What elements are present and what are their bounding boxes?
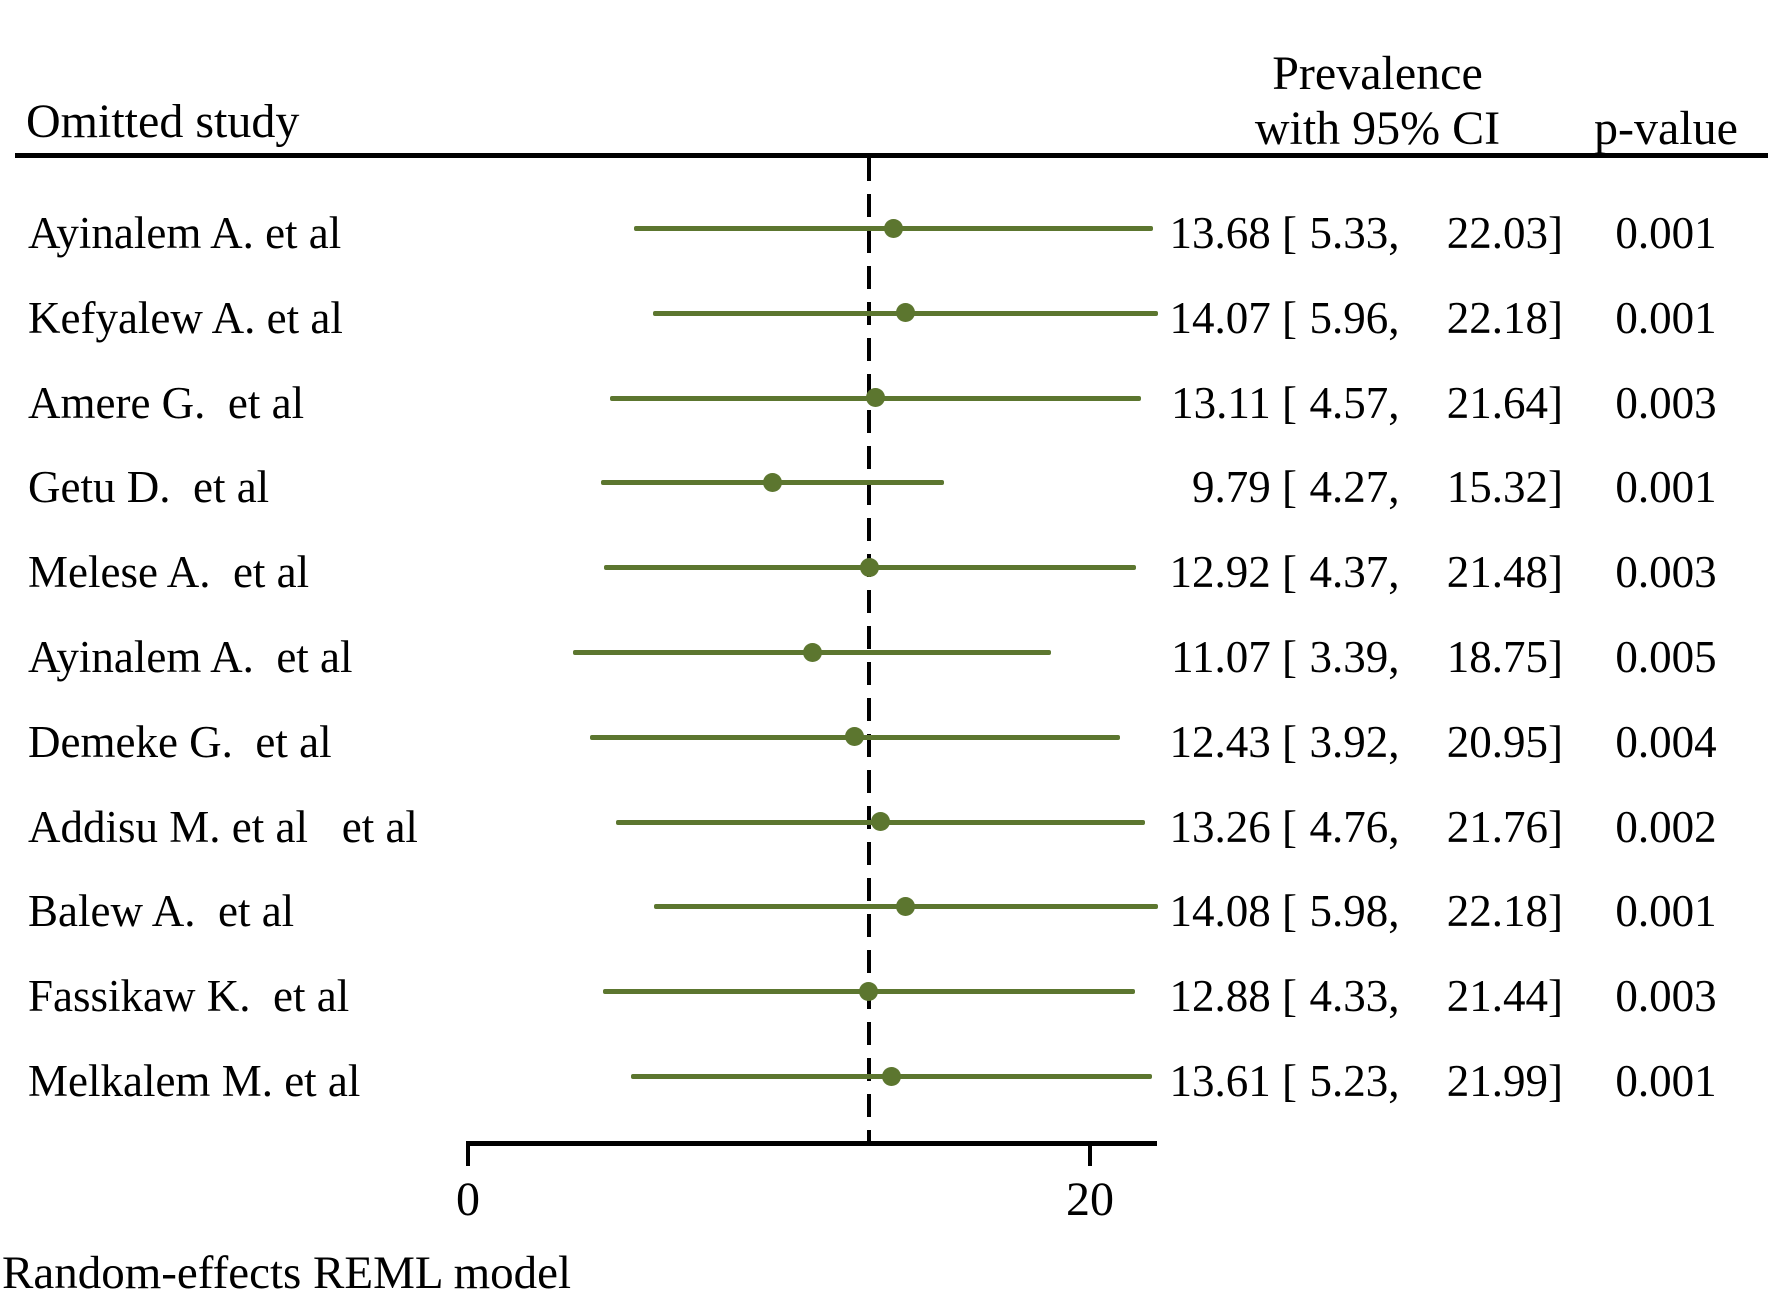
point-estimate-dot bbox=[883, 218, 903, 238]
x-axis-line bbox=[468, 1141, 1157, 1146]
study-label: Fassikaw K. et al bbox=[28, 971, 350, 1022]
point-estimate-dot bbox=[762, 472, 782, 492]
ci-text: 12.92 [ 4.37, 21.48] bbox=[1169, 547, 1564, 598]
p-value-text: 0.003 bbox=[1615, 377, 1717, 428]
study-label: Melkalem M. et al bbox=[28, 1056, 361, 1106]
study-label: Balew A. et al bbox=[28, 886, 295, 937]
ci-text: 12.43 [ 3.92, 20.95] bbox=[1169, 716, 1564, 767]
p-value-text: 0.002 bbox=[1615, 801, 1717, 852]
point-estimate-dot bbox=[859, 981, 879, 1001]
ci-text: 9.79 [ 4.27, 15.32] bbox=[1192, 462, 1563, 513]
overall-estimate-reference-line bbox=[867, 158, 872, 1141]
study-label: Amere G. et al bbox=[28, 377, 305, 428]
ci-text: 12.88 [ 4.33, 21.44] bbox=[1169, 971, 1564, 1022]
p-value-text: 0.001 bbox=[1615, 462, 1717, 513]
study-label: Kefyalew A. et al bbox=[28, 292, 343, 343]
p-value-text: 0.003 bbox=[1615, 971, 1717, 1022]
study-label: Melese A. et al bbox=[28, 547, 310, 598]
point-estimate-dot bbox=[870, 812, 890, 832]
ci-text: 11.07 [ 3.39, 18.75] bbox=[1171, 632, 1563, 682]
column-header-ci: with 95% CI bbox=[1254, 102, 1501, 155]
p-value-text: 0.003 bbox=[1615, 547, 1717, 598]
ci-text: 14.08 [ 5.98, 22.18] bbox=[1169, 886, 1564, 937]
point-estimate-dot bbox=[896, 896, 916, 916]
x-axis-tick-label: 0 bbox=[456, 1173, 480, 1226]
model-footnote: Random-effects REML model bbox=[2, 1247, 572, 1299]
x-axis-tick bbox=[1088, 1141, 1092, 1166]
point-estimate-dot bbox=[860, 557, 880, 577]
column-header-prevalence: Prevalence bbox=[1272, 47, 1483, 100]
point-estimate-dot bbox=[881, 1066, 901, 1086]
study-label: Getu D. et al bbox=[28, 462, 270, 513]
study-label: Ayinalem A. et al bbox=[28, 208, 342, 258]
x-axis-tick bbox=[466, 1141, 470, 1166]
ci-text: 14.07 [ 5.96, 22.18] bbox=[1169, 292, 1564, 343]
ci-text: 13.61 [ 5.23, 21.99] bbox=[1169, 1056, 1564, 1106]
p-value-text: 0.004 bbox=[1615, 716, 1717, 767]
x-axis-tick-label: 20 bbox=[1066, 1173, 1114, 1226]
ci-text: 13.26 [ 4.76, 21.76] bbox=[1169, 801, 1564, 852]
column-header-p-value: p-value bbox=[1594, 102, 1738, 155]
header-divider-rule bbox=[15, 153, 1768, 158]
p-value-text: 0.001 bbox=[1615, 208, 1717, 258]
study-label: Demeke G. et al bbox=[28, 716, 332, 767]
study-label: Addisu M. et al et al bbox=[28, 801, 418, 852]
p-value-text: 0.001 bbox=[1615, 1056, 1717, 1106]
column-header-omitted-study: Omitted study bbox=[26, 95, 300, 148]
point-estimate-dot bbox=[866, 388, 886, 408]
ci-text: 13.68 [ 5.33, 22.03] bbox=[1169, 208, 1564, 258]
ci-text: 13.11 [ 4.57, 21.64] bbox=[1171, 377, 1563, 428]
point-estimate-dot bbox=[896, 303, 916, 323]
p-value-text: 0.001 bbox=[1615, 292, 1717, 343]
study-label: Ayinalem A. et al bbox=[28, 632, 353, 682]
p-value-text: 0.005 bbox=[1615, 632, 1717, 682]
point-estimate-dot bbox=[802, 642, 822, 662]
point-estimate-dot bbox=[845, 727, 865, 747]
p-value-text: 0.001 bbox=[1615, 886, 1717, 937]
